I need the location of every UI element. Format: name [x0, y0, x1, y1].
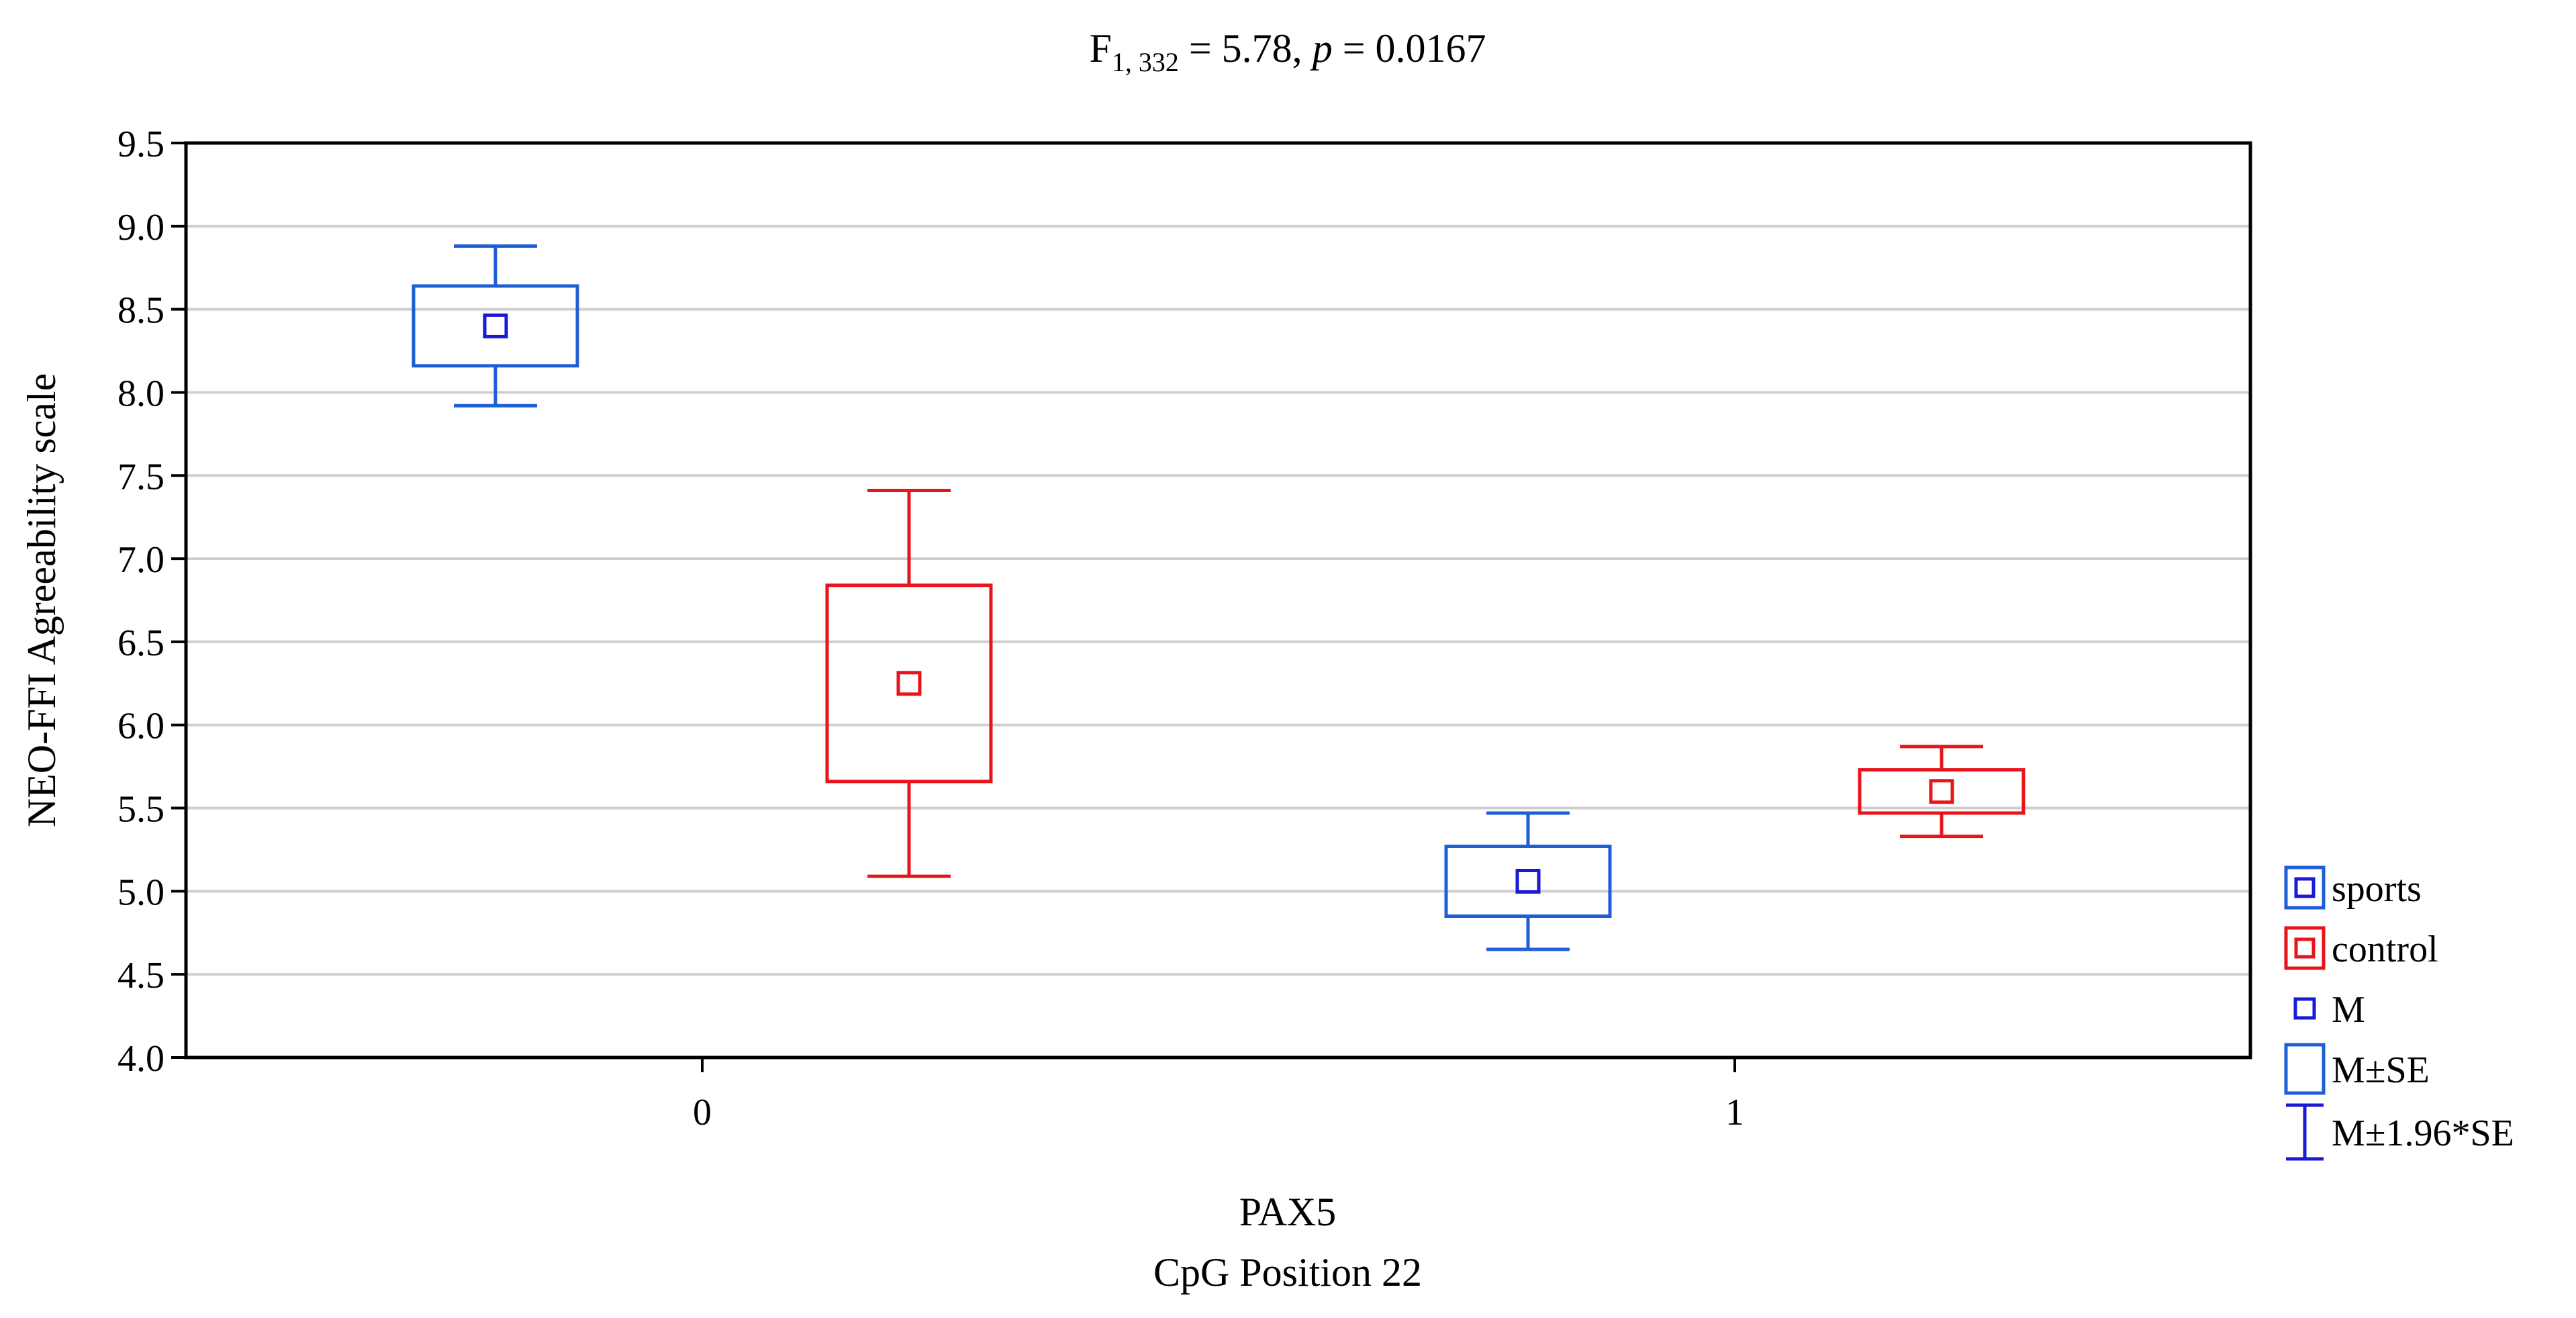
x-tick-label: 0: [693, 1092, 712, 1133]
mean-marker: [896, 671, 922, 696]
y-tick-label: 8.0: [117, 373, 164, 414]
y-tick-label: 5.5: [117, 789, 164, 831]
legend-entry-series: sports: [2284, 865, 2422, 910]
legend-entry-series: control: [2284, 926, 2438, 970]
title-f: F: [1089, 26, 1111, 70]
title-p: p: [1310, 26, 1333, 70]
legend-label: M±SE: [2332, 1049, 2430, 1091]
legend-entry-se: M±SE: [2284, 1043, 2430, 1095]
y-tick-label: 4.5: [117, 955, 164, 996]
legend-label: control: [2332, 929, 2438, 970]
se-box: [1444, 845, 1612, 919]
chart-title: F1, 332 = 5.78, p = 0.0167: [1089, 26, 1486, 77]
legend-se-icon: [2284, 1043, 2326, 1095]
legend-swatch: [2284, 865, 2326, 910]
y-tick-label: 9.0: [117, 207, 164, 248]
title-p-eq: = 0.0167: [1333, 26, 1486, 70]
y-axis-label: NEO-FFI Agreeability scale: [19, 373, 64, 828]
x-tick-label: 1: [1725, 1092, 1744, 1133]
legend-label: sports: [2332, 868, 2422, 910]
y-tick-label: 4.0: [117, 1038, 164, 1080]
legend: sports control M M±SE M±1.96*SE: [2284, 865, 2514, 1161]
legend-label: M: [2332, 989, 2365, 1031]
legend-mean-icon: [2293, 997, 2316, 1020]
mean-marker: [1515, 869, 1541, 894]
legend-entry-mean: M: [2293, 989, 2365, 1031]
se-box: [825, 583, 993, 784]
grid-layer: [186, 224, 2250, 976]
legend-swatch: [2284, 926, 2326, 970]
title-eq: = 5.78,: [1179, 26, 1313, 70]
box-sports-0: [412, 244, 579, 408]
box-layer: [412, 244, 2025, 951]
y-tick-label: 7.0: [117, 539, 164, 581]
box-sports-1: [1444, 811, 1612, 951]
y-tick-label: 7.5: [117, 456, 164, 498]
legend-swatch-mean: [2294, 937, 2316, 959]
plot-frame: [184, 141, 2252, 1060]
y-ticks: 4.0 4.5 5.0 5.5 6.0 6.5 7.0 7.5 8.0 8.5 9.0 9.5: [117, 124, 186, 1080]
x-axis-label-line2: CpG Position 22: [1153, 1250, 1422, 1295]
box-control-0: [825, 489, 993, 878]
y-tick-label: 6.0: [117, 706, 164, 747]
legend-label: M±1.96*SE: [2332, 1113, 2514, 1154]
legend-entry-ci: M±1.96*SE: [2286, 1103, 2514, 1161]
box-control-1: [1858, 745, 2025, 839]
mean-marker: [483, 313, 508, 338]
mean-marker: [1929, 779, 1954, 804]
y-tick-label: 9.5: [117, 124, 164, 165]
se-box: [412, 284, 579, 368]
y-tick-label: 5.0: [117, 872, 164, 913]
y-tick-label: 8.5: [117, 290, 164, 332]
title-df: 1, 332: [1112, 47, 1179, 77]
x-axis-label-line1: PAX5: [1239, 1190, 1337, 1234]
y-tick-label: 6.5: [117, 622, 164, 664]
se-box: [1858, 768, 2025, 815]
legend-swatch-mean: [2294, 877, 2316, 898]
